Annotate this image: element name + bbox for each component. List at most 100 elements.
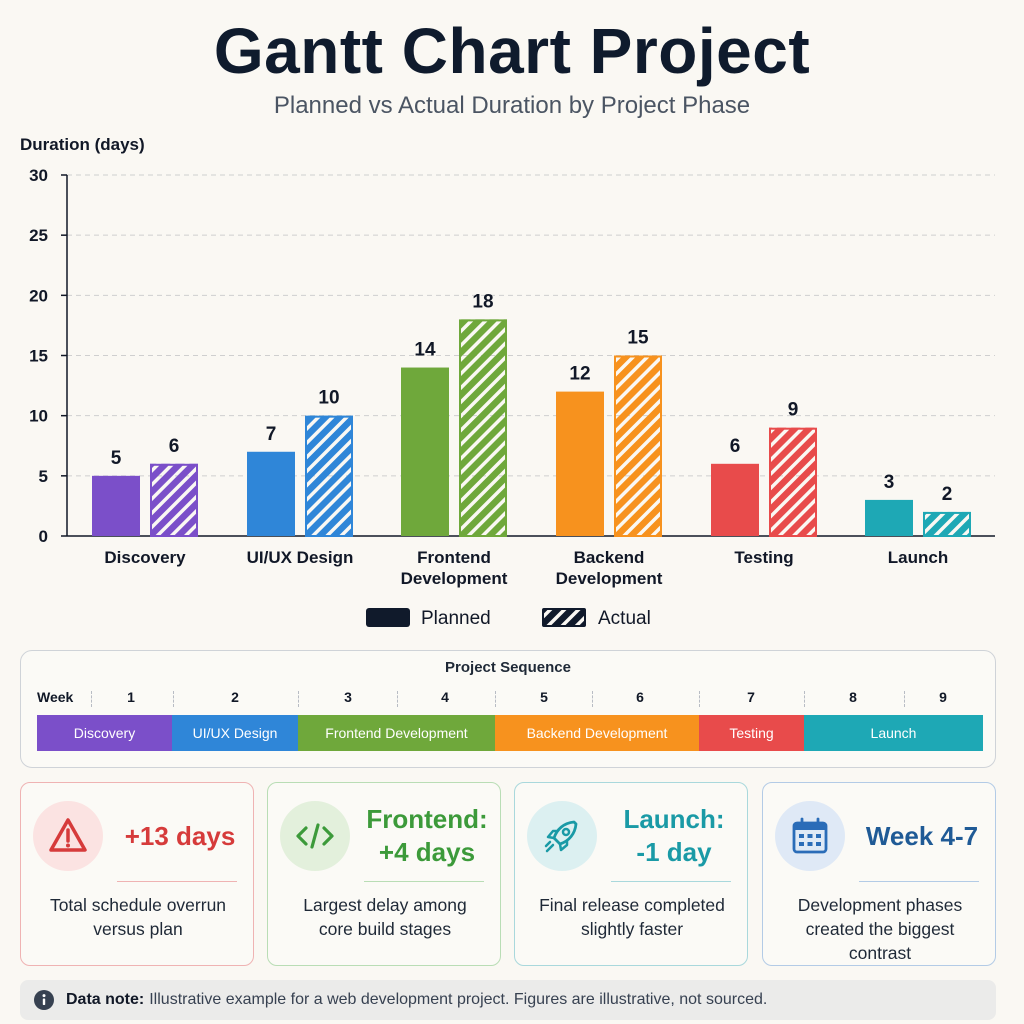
- week-number: 2: [231, 689, 239, 705]
- x-category-label: Launch: [888, 548, 948, 567]
- card-text-line: Development phases: [797, 895, 963, 915]
- bar-planned: [401, 367, 449, 536]
- sequence-phase-bar: UI/UX Design: [172, 715, 298, 751]
- bar-actual-outline: [923, 511, 971, 537]
- y-tick-label: 20: [29, 286, 48, 305]
- week-divider: [495, 691, 496, 707]
- bar-value-label: 15: [627, 328, 649, 349]
- bar-actual: [923, 511, 971, 536]
- card-text-line: contrast: [848, 943, 912, 963]
- bar-planned: [865, 499, 913, 536]
- card-text-line: Final release completed: [539, 895, 725, 915]
- sequence-phase-bar: Discovery: [37, 715, 172, 751]
- y-tick-label: 10: [29, 407, 48, 426]
- week-divider: [91, 691, 92, 707]
- week-number: 6: [636, 689, 644, 705]
- bar-actual-outline: [614, 355, 662, 537]
- bar-actual-outline: [769, 427, 817, 538]
- week-divider: [804, 691, 805, 707]
- week-number: 8: [849, 689, 857, 705]
- legend-swatch-planned: [366, 608, 410, 627]
- x-category-label: Backend: [574, 548, 645, 567]
- bar-planned: [556, 391, 604, 536]
- card-headline: Launch:: [623, 804, 725, 834]
- legend-label-planned: Planned: [421, 608, 491, 629]
- chart-subtitle: Planned vs Actual Duration by Project Ph…: [273, 92, 751, 119]
- week-divider: [699, 691, 700, 707]
- card-headline-value: -1 day: [636, 837, 712, 867]
- bar-actual: [769, 427, 817, 536]
- card-text-line: created the biggest: [805, 919, 955, 939]
- week-divider: [173, 691, 174, 707]
- legend-label-actual: Actual: [598, 608, 651, 629]
- bar-actual: [614, 355, 662, 536]
- y-tick-label: 5: [39, 467, 48, 486]
- card-headline: +13 days: [124, 820, 236, 851]
- x-category-label: UI/UX Design: [247, 548, 354, 567]
- week-label: Week: [37, 689, 74, 705]
- card-headline-value: +4 days: [378, 837, 476, 867]
- development-weeks-card: Week 4-7 Development phases created the …: [762, 782, 996, 966]
- x-category-label: Development: [401, 569, 508, 588]
- bar-value-label: 12: [569, 364, 590, 385]
- week-divider: [298, 691, 299, 707]
- bar-value-label: 3: [884, 472, 895, 493]
- bar-planned: [711, 463, 759, 536]
- x-category-label: Testing: [734, 548, 793, 567]
- week-number: 9: [939, 689, 947, 705]
- y-tick-label: 30: [29, 166, 48, 185]
- note-label: Data note:: [66, 991, 145, 1008]
- bar-planned: [247, 451, 295, 536]
- warning-icon: [33, 801, 103, 871]
- bar-value-label: 5: [111, 448, 122, 469]
- card-headline: Frontend:: [366, 804, 488, 834]
- bar-chart: Duration (days) 0 5 10 15 20 25 30 5 6 Discovery…: [20, 135, 995, 629]
- bar-value-label: 2: [942, 484, 953, 505]
- bar-value-label: 7: [266, 424, 277, 445]
- bar-value-label: 14: [414, 340, 436, 361]
- x-category-label: Development: [556, 569, 663, 588]
- card-text-line: Largest delay among: [303, 895, 467, 915]
- week-number: 1: [127, 689, 135, 705]
- sequence-phase-bar: Frontend Development: [298, 715, 495, 751]
- legend-swatch-actual: [542, 608, 586, 627]
- card-divider: [117, 881, 237, 882]
- overrun-card: +13 days Total schedule overrun versus p…: [20, 782, 254, 966]
- card-text-line: slightly faster: [580, 919, 684, 939]
- launch-card: Launch: -1 day Final release completed s…: [514, 782, 748, 966]
- info-icon: [34, 990, 54, 1010]
- sequence-title: Project Sequence: [445, 659, 571, 676]
- bar-actual-outline: [305, 415, 353, 537]
- chart-title: Gantt Chart Project: [213, 15, 811, 87]
- card-text-line: core build stages: [318, 919, 452, 939]
- week-number: 4: [441, 689, 449, 705]
- data-note: Data note: Illustrative example for a we…: [20, 980, 996, 1020]
- bar-value-label: 6: [730, 436, 741, 457]
- x-category-label: Frontend: [417, 548, 491, 567]
- y-axis-title: Duration (days): [20, 135, 145, 154]
- bar-actual-outline: [459, 319, 507, 537]
- bar-planned: [92, 475, 140, 536]
- calendar-icon: [775, 801, 845, 871]
- legend-swatch-actual-outline: [542, 608, 586, 627]
- week-number: 7: [747, 689, 755, 705]
- week-number: 5: [540, 689, 548, 705]
- card-text-line: Total schedule overrun: [49, 895, 227, 915]
- bar-value-label: 10: [318, 388, 339, 409]
- rocket-icon: [527, 801, 597, 871]
- bar-actual: [305, 415, 353, 536]
- card-divider: [364, 881, 484, 882]
- week-number: 3: [344, 689, 352, 705]
- week-divider: [397, 691, 398, 707]
- bar-value-label: 6: [169, 436, 180, 457]
- code-icon: [280, 801, 350, 871]
- sequence-phase-bar: Launch: [804, 715, 983, 751]
- note-text: Illustrative example for a web developme…: [149, 991, 768, 1008]
- bar-actual-outline: [150, 463, 198, 537]
- sequence-phase-bar: Testing: [699, 715, 804, 751]
- card-text-line: versus plan: [93, 919, 183, 939]
- card-headline: Week 4-7: [865, 820, 979, 851]
- bar-actual: [150, 463, 198, 536]
- y-tick-label: 15: [29, 347, 48, 366]
- y-tick-label: 25: [29, 226, 48, 245]
